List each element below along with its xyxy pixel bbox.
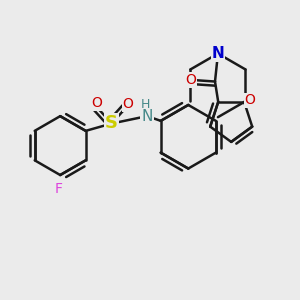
- Text: O: O: [244, 94, 256, 107]
- Text: N: N: [212, 46, 224, 61]
- Text: O: O: [122, 98, 134, 111]
- Text: S: S: [105, 115, 118, 133]
- Text: O: O: [92, 97, 102, 110]
- Text: F: F: [55, 182, 63, 196]
- Text: N: N: [141, 109, 153, 124]
- Text: O: O: [185, 73, 196, 87]
- Text: H: H: [141, 98, 150, 111]
